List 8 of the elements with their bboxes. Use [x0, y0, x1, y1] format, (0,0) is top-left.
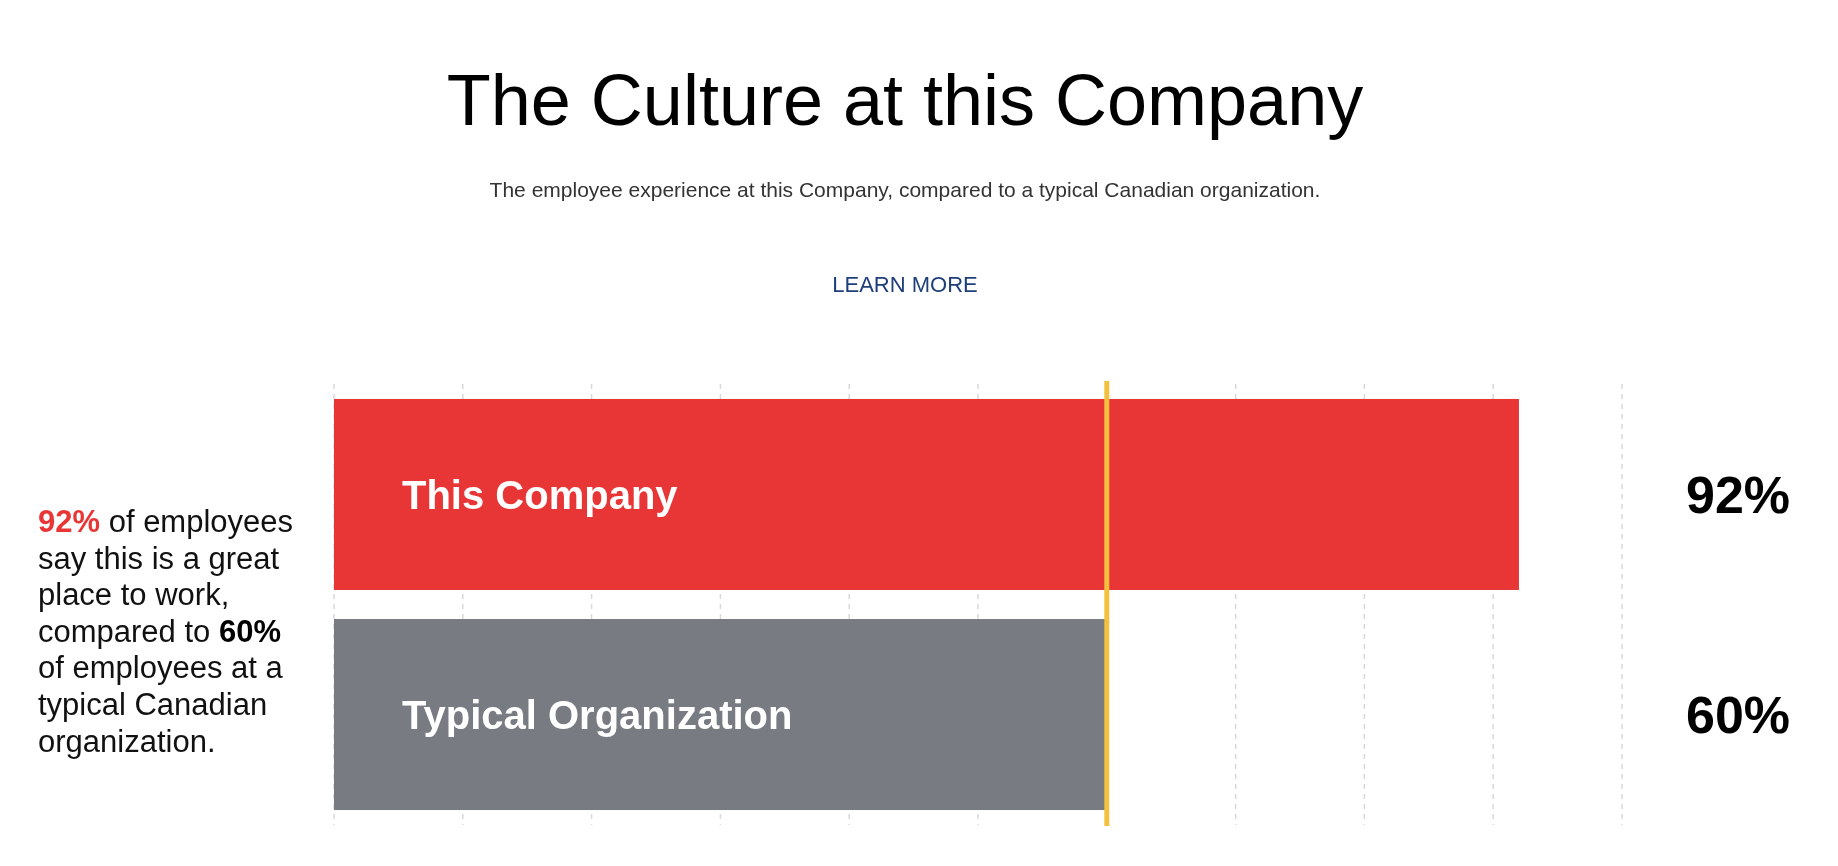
- data-label: 60%: [1686, 686, 1791, 745]
- chart-subtitle: The employee experience at this Company, compared to a typical Canadian organization.: [489, 178, 1321, 201]
- text: LEARN MORE: [832, 272, 978, 297]
- data-label: 92%: [1686, 466, 1791, 525]
- y-tick-label: This Company: [402, 472, 679, 517]
- text: 92% of employees say this is a great place to work, compared to 60% of employees at a typical Canadian organization.: [38, 504, 294, 759]
- chart-title: The Culture at this Company: [446, 60, 1364, 140]
- y-tick-label: Typical Organization: [402, 692, 793, 737]
